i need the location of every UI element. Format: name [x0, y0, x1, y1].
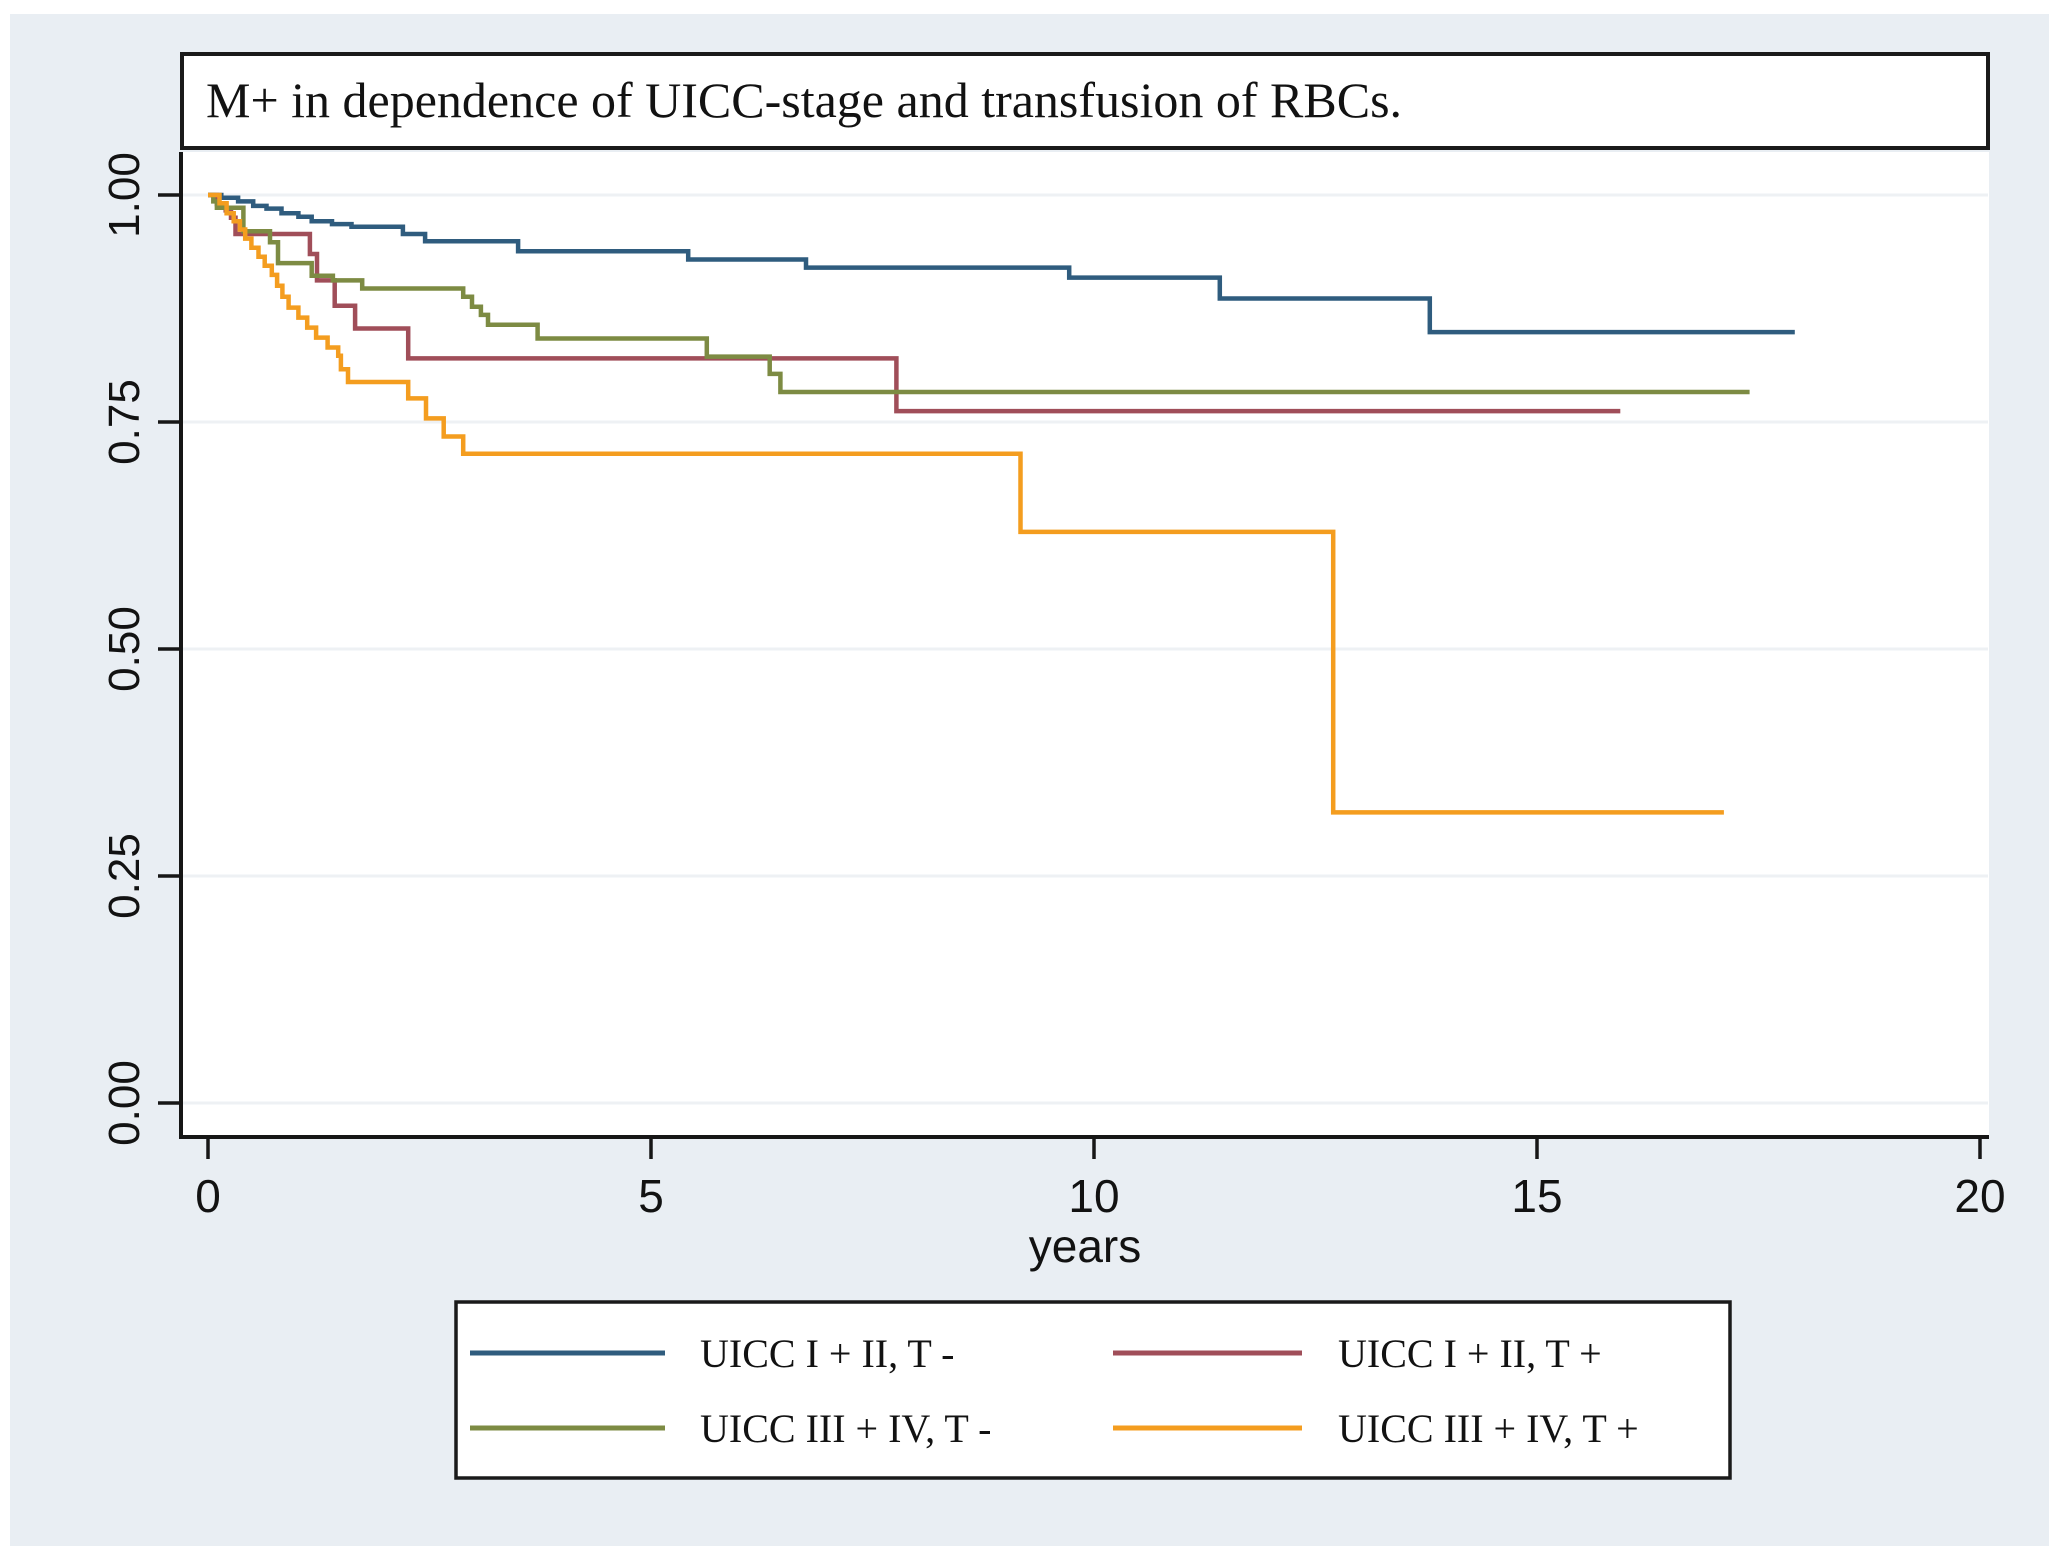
x-axis-title: years — [1029, 1220, 1141, 1272]
legend-box — [454, 1300, 1732, 1480]
x-tick-label-5: 5 — [638, 1170, 664, 1222]
x-tick-label-0: 0 — [195, 1170, 221, 1222]
plot-area — [182, 152, 1989, 1137]
legend-label-uicc-3-4-t-minus: UICC III + IV, T - — [700, 1406, 991, 1451]
legend-label-uicc-1-2-t-minus: UICC I + II, T - — [700, 1331, 954, 1376]
legend-label-uicc-1-2-t-plus: UICC I + II, T + — [1338, 1331, 1602, 1376]
x-axis-ticks: 0 5 10 15 20 — [195, 1137, 2006, 1222]
series-line-2 — [208, 192, 1750, 395]
y-tick-label-0.50: 0.50 — [100, 606, 149, 692]
y-tick-label-1.00: 1.00 — [100, 152, 149, 238]
survival-curves — [208, 192, 1795, 815]
series-line-3 — [208, 192, 1724, 815]
y-tick-label-0.00: 0.00 — [100, 1060, 149, 1146]
y-tick-label-0.75: 0.75 — [100, 379, 149, 465]
gridlines — [183, 193, 1988, 1105]
y-tick-label-0.25: 0.25 — [100, 833, 149, 919]
series-line-0 — [208, 192, 1795, 335]
x-tick-label-15: 15 — [1511, 1170, 1562, 1222]
x-tick-label-10: 10 — [1068, 1170, 1119, 1222]
chart-title: M+ in dependence of UICC-stage and trans… — [206, 72, 1402, 128]
x-tick-label-20: 20 — [1954, 1170, 2005, 1222]
title-box — [180, 52, 1990, 150]
legend: UICC I + II, T - UICC I + II, T + UICC I… — [454, 1300, 1732, 1480]
legend-label-uicc-3-4-t-plus: UICC III + IV, T + — [1338, 1406, 1639, 1451]
y-axis-ticks: 1.00 0.75 0.50 0.25 0.00 — [100, 152, 179, 1146]
